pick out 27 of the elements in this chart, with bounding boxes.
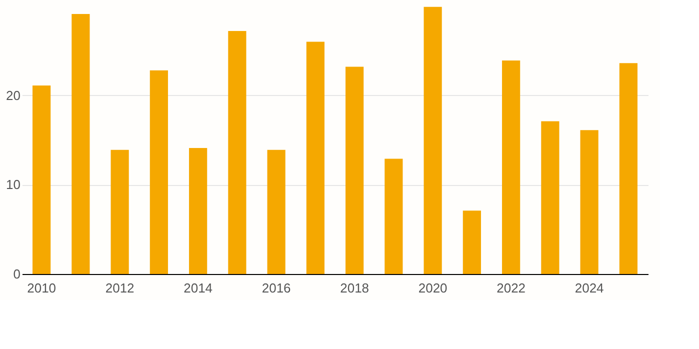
bar xyxy=(150,70,168,274)
x-tick-label: 2016 xyxy=(262,280,291,296)
bar xyxy=(384,158,403,274)
bar xyxy=(346,66,364,274)
bar xyxy=(424,6,442,274)
x-tick-label: 2010 xyxy=(27,280,56,296)
y-tick-label: 20 xyxy=(6,88,20,103)
bar xyxy=(32,86,51,274)
x-tick-label: 2020 xyxy=(418,280,448,296)
bar xyxy=(110,150,129,274)
x-tick-label: 2024 xyxy=(574,280,604,296)
bar xyxy=(306,42,324,274)
bar xyxy=(462,210,481,274)
bar xyxy=(541,121,560,274)
bar xyxy=(619,63,638,274)
x-tick-label: 2022 xyxy=(496,280,526,296)
x-tick-label: 2018 xyxy=(340,280,370,296)
y-tick-label: 0 xyxy=(13,266,20,282)
bar xyxy=(72,14,90,274)
x-tick-label: 2012 xyxy=(105,280,134,296)
x-tick-label: 2014 xyxy=(184,280,213,296)
y-tick-label: 10 xyxy=(6,177,20,192)
bar xyxy=(502,60,520,274)
bar xyxy=(267,150,286,274)
bar xyxy=(580,130,598,274)
bar xyxy=(228,31,246,274)
bar xyxy=(189,148,208,274)
